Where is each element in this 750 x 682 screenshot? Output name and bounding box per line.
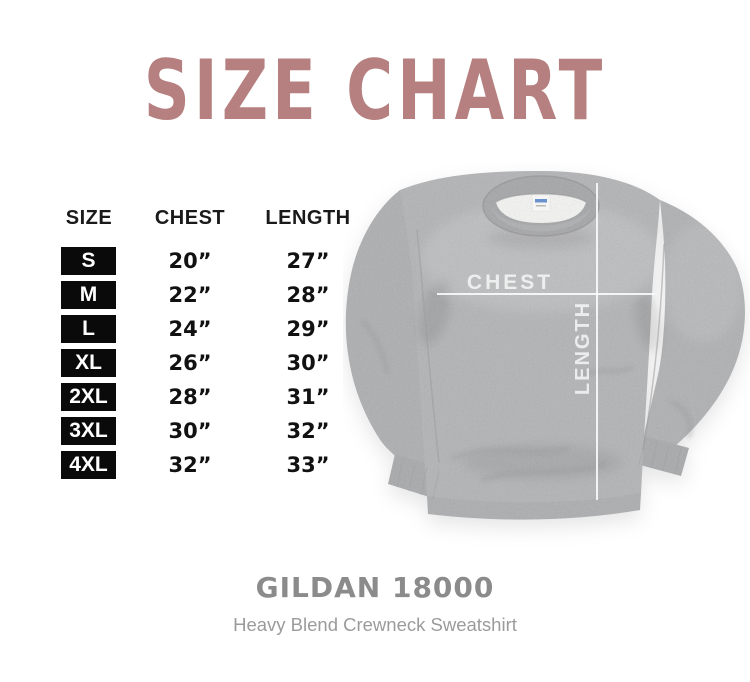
sweatshirt-illustration	[345, 171, 745, 520]
product-name: GILDAN 18000	[255, 571, 495, 604]
length-value: 29”	[286, 317, 330, 341]
page-title: SIZE CHART	[143, 43, 607, 140]
size-badge: 2XL	[61, 383, 116, 411]
length-value: 30”	[286, 351, 330, 375]
chest-value: 26”	[168, 351, 212, 375]
chest-value: 28”	[168, 385, 212, 409]
length-value: 27”	[286, 249, 330, 273]
table-row: 2XL 28” 31”	[55, 383, 365, 411]
chest-measure-label: CHEST	[467, 271, 553, 294]
size-table-body: S 20” 27” M 22” 28” L 24” 29” XL 26” 30”…	[55, 247, 365, 485]
chest-value: 20”	[168, 249, 212, 273]
column-header-size: SIZE	[65, 207, 113, 229]
table-row: M 22” 28”	[55, 281, 365, 309]
table-row: S 20” 27”	[55, 247, 365, 275]
size-badge: M	[61, 281, 116, 309]
chest-value: 30”	[168, 419, 212, 443]
column-header-chest: CHEST	[154, 207, 226, 229]
column-header-length: LENGTH	[265, 207, 351, 229]
length-value: 32”	[286, 419, 330, 443]
length-value: 28”	[286, 283, 330, 307]
table-row: L 24” 29”	[55, 315, 365, 343]
chest-value: 32”	[168, 453, 212, 477]
size-badge: XL	[61, 349, 116, 377]
size-table-header-row: SIZE CHEST LENGTH	[0, 207, 750, 229]
product-subtitle: Heavy Blend Crewneck Sweatshirt	[233, 614, 517, 635]
length-value: 31”	[286, 385, 330, 409]
size-badge: S	[61, 247, 116, 275]
size-badge: 3XL	[61, 417, 116, 445]
table-row: XL 26” 30”	[55, 349, 365, 377]
length-value: 33”	[286, 453, 330, 477]
sweatshirt-photo: CHEST LENGTH	[345, 171, 745, 520]
table-row: 3XL 30” 32”	[55, 417, 365, 445]
size-badge: 4XL	[61, 451, 116, 479]
chest-value: 22”	[168, 283, 212, 307]
measurement-overlay: CHEST LENGTH	[437, 183, 655, 500]
chest-value: 24”	[168, 317, 212, 341]
table-row: 4XL 32” 33”	[55, 451, 365, 479]
length-measure-label: LENGTH	[572, 301, 594, 395]
size-badge: L	[61, 315, 116, 343]
